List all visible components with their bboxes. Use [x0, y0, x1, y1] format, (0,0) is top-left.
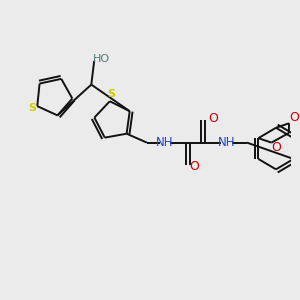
Text: NH: NH: [156, 136, 173, 149]
Text: O: O: [189, 160, 199, 173]
Text: NH: NH: [218, 136, 236, 149]
Text: O: O: [208, 112, 218, 125]
Text: HO: HO: [93, 54, 110, 64]
Text: O: O: [272, 142, 282, 154]
Text: O: O: [289, 111, 299, 124]
Text: S: S: [28, 103, 36, 112]
Text: S: S: [107, 89, 115, 99]
